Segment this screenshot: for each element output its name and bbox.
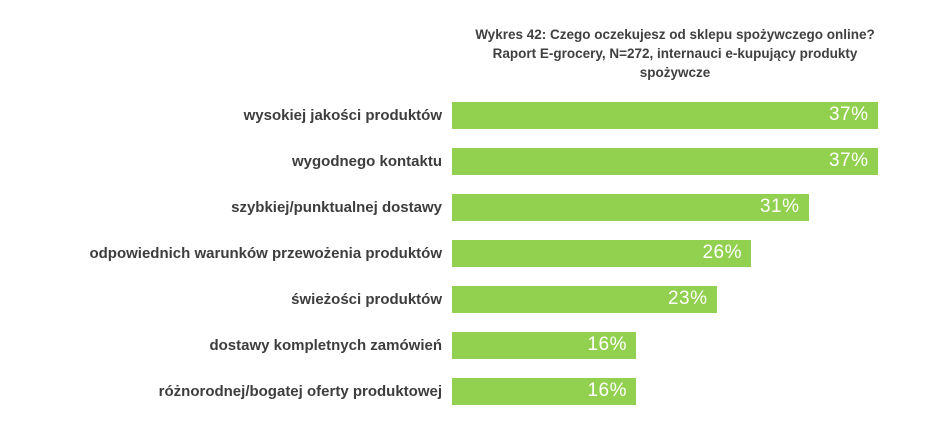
bar: 16%: [452, 377, 636, 405]
bar-value: 31%: [759, 196, 800, 217]
chart-row: różnorodnej/bogatej oferty produktowej 1…: [0, 368, 931, 414]
bar: 16%: [452, 331, 636, 359]
bar-track: 37%: [452, 101, 912, 129]
chart-row: szybkiej/punktualnej dostawy 31%: [0, 184, 931, 230]
bar-track: 37%: [452, 147, 912, 175]
category-label: różnorodnej/bogatej oferty produktowej: [158, 382, 442, 400]
chart-rows: wysokiej jakości produktów 37% wygodnego…: [0, 92, 931, 414]
bar: 37%: [452, 101, 878, 129]
bar-track: 16%: [452, 377, 912, 405]
bar-value: 37%: [828, 150, 869, 171]
chart-row: wygodnego kontaktu 37%: [0, 138, 931, 184]
bar-track: 23%: [452, 285, 912, 313]
bar-value: 16%: [587, 334, 627, 355]
bar-value: 26%: [702, 242, 742, 263]
category-label: świeżości produktów: [291, 290, 442, 308]
chart-row: odpowiednich warunków przewożenia produk…: [0, 230, 931, 276]
chart-title-line-2: Raport E-grocery, N=272, internauci e-ku…: [492, 45, 858, 61]
bar-value: 16%: [587, 380, 627, 401]
bar-track: 16%: [452, 331, 912, 359]
bar-track: 26%: [452, 239, 912, 267]
category-label: wygodnego kontaktu: [292, 152, 442, 170]
category-label: szybkiej/punktualnej dostawy: [231, 198, 442, 216]
bar-value: 37%: [828, 104, 869, 125]
bar: 31%: [452, 193, 809, 221]
bar: 23%: [452, 285, 717, 313]
chart-title-line-1: Wykres 42: Czego oczekujesz od sklepu sp…: [475, 27, 875, 42]
bar-value: 23%: [667, 288, 708, 309]
chart-title-line-3: spożywcze: [639, 64, 711, 80]
category-label: wysokiej jakości produktów: [243, 106, 442, 124]
bar: 37%: [452, 147, 878, 175]
category-label: odpowiednich warunków przewożenia produk…: [89, 244, 442, 262]
category-label: dostawy kompletnych zamówień: [209, 336, 442, 354]
chart-title: Wykres 42: Czego oczekujesz od sklepu sp…: [440, 26, 910, 83]
chart-row: wysokiej jakości produktów 37%: [0, 92, 931, 138]
chart-row: dostawy kompletnych zamówień 16%: [0, 322, 931, 368]
bar-track: 31%: [452, 193, 912, 221]
chart-row: świeżości produktów 23%: [0, 276, 931, 322]
bar: 26%: [452, 239, 751, 267]
